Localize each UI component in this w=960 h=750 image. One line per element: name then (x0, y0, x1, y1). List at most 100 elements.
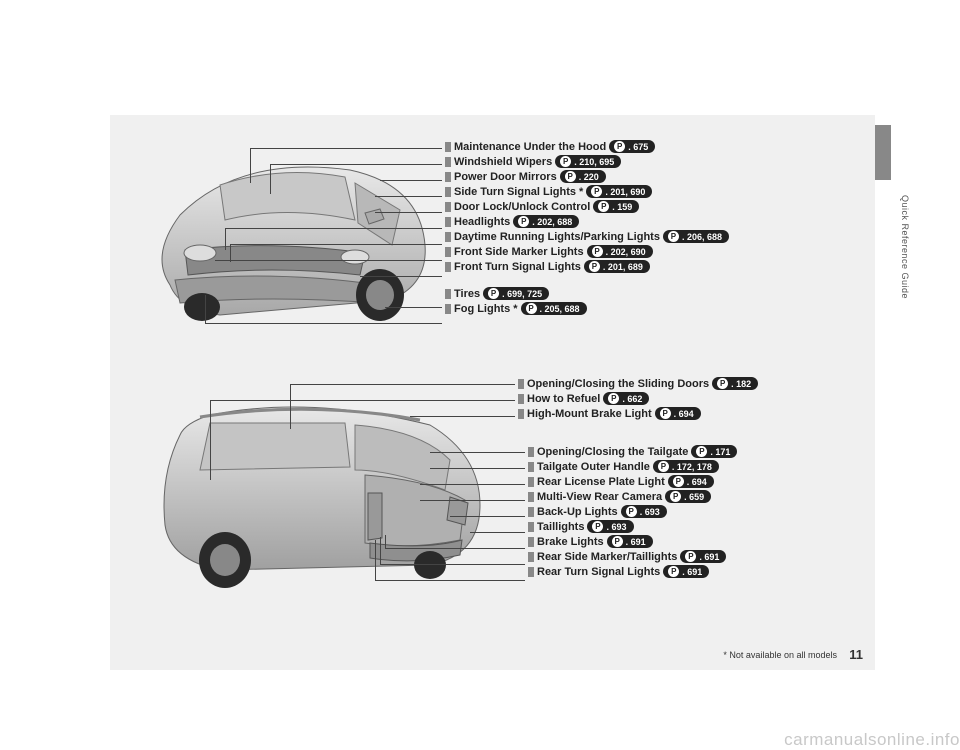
page-ref-number: . 201, 689 (603, 262, 643, 272)
page-ref-pill[interactable]: P. 691 (663, 565, 709, 578)
bullet-icon (528, 552, 534, 562)
callout-label: How to Refuel (527, 393, 600, 405)
page-icon: P (658, 461, 669, 472)
page-ref-pill[interactable]: P. 206, 688 (663, 230, 729, 243)
page-ref-number: . 662 (622, 394, 642, 404)
callout-row: Back-Up LightsP. 693 (528, 505, 737, 518)
asterisk-icon: * (513, 303, 517, 315)
bullet-icon (528, 507, 534, 517)
rear-callout-list-2: Opening/Closing the TailgateP. 171Tailga… (528, 445, 737, 580)
page-icon: P (612, 536, 623, 547)
callout-row: TiresP. 699, 725 (445, 287, 729, 300)
callout-row: How to RefuelP. 662 (518, 392, 758, 405)
callout-label: Opening/Closing the Sliding Doors (527, 378, 709, 390)
page-ref-number: . 210, 695 (574, 157, 614, 167)
callout-label: Headlights (454, 216, 510, 228)
bullet-icon (445, 289, 451, 299)
callout-label: Back-Up Lights (537, 506, 618, 518)
bullet-icon (445, 262, 451, 272)
page-ref-pill[interactable]: P. 202, 688 (513, 215, 579, 228)
page-ref-pill[interactable]: P. 693 (621, 505, 667, 518)
page-icon: P (696, 446, 707, 457)
section-tab (875, 125, 891, 180)
page-ref-number: . 659 (684, 492, 704, 502)
front-callout-list: Maintenance Under the HoodP. 675Windshie… (445, 140, 729, 317)
bullet-icon (528, 447, 534, 457)
page-ref-pill[interactable]: P. 220 (560, 170, 606, 183)
page-ref-pill[interactable]: P. 693 (587, 520, 633, 533)
page-ref-pill[interactable]: P. 691 (607, 535, 653, 548)
callout-label: Taillights (537, 521, 584, 533)
page-ref-pill[interactable]: P. 691 (680, 550, 726, 563)
callout-row: Rear License Plate LightP. 694 (528, 475, 737, 488)
page-ref-pill[interactable]: P. 699, 725 (483, 287, 549, 300)
page-ref-number: . 699, 725 (502, 289, 542, 299)
callout-row: Door Lock/Unlock ControlP. 159 (445, 200, 729, 213)
page-icon: P (488, 288, 499, 299)
page-icon: P (592, 246, 603, 257)
bullet-icon (445, 157, 451, 167)
page-ref-pill[interactable]: P. 659 (665, 490, 711, 503)
vehicle-front-illustration (130, 135, 440, 345)
page-ref-pill[interactable]: P. 201, 689 (584, 260, 650, 273)
page-icon: P (614, 141, 625, 152)
page-ref-pill[interactable]: P. 205, 688 (521, 302, 587, 315)
car-front-svg (130, 135, 440, 345)
bullet-icon (518, 379, 524, 389)
bullet-icon (528, 477, 534, 487)
callout-label: Door Lock/Unlock Control (454, 201, 590, 213)
callout-row: Tailgate Outer HandleP. 172, 178 (528, 460, 737, 473)
page-ref-pill[interactable]: P. 201, 690 (586, 185, 652, 198)
side-section-label: Quick Reference Guide (896, 195, 910, 299)
callout-label: Front Turn Signal Lights (454, 261, 581, 273)
page-ref-pill[interactable]: P. 675 (609, 140, 655, 153)
manual-page: Quick Reference Guide (110, 115, 875, 670)
callout-label: Brake Lights (537, 536, 604, 548)
page-icon: P (673, 476, 684, 487)
car-rear-svg (130, 375, 500, 605)
bullet-icon (445, 217, 451, 227)
page-ref-number: . 691 (682, 567, 702, 577)
callout-row: Side Turn Signal Lights*P. 201, 690 (445, 185, 729, 198)
bullet-icon (528, 492, 534, 502)
page-ref-number: . 205, 688 (540, 304, 580, 314)
callout-label: Rear Side Marker/Taillights (537, 551, 677, 563)
callout-label: Rear License Plate Light (537, 476, 665, 488)
callout-label: Rear Turn Signal Lights (537, 566, 660, 578)
page-ref-pill[interactable]: P. 694 (655, 407, 701, 420)
page-icon: P (608, 393, 619, 404)
callout-row: Opening/Closing the Sliding DoorsP. 182 (518, 377, 758, 390)
page-icon: P (668, 231, 679, 242)
page-ref-pill[interactable]: P. 694 (668, 475, 714, 488)
page-ref-pill[interactable]: P. 171 (691, 445, 737, 458)
callout-label: High-Mount Brake Light (527, 408, 652, 420)
page-ref-number: . 691 (626, 537, 646, 547)
bullet-icon (518, 409, 524, 419)
page-ref-number: . 171 (710, 447, 730, 457)
page-ref-number: . 691 (699, 552, 719, 562)
page-ref-pill[interactable]: P. 210, 695 (555, 155, 621, 168)
callout-label: Front Side Marker Lights (454, 246, 584, 258)
page-icon: P (565, 171, 576, 182)
page-icon: P (598, 201, 609, 212)
page-ref-pill[interactable]: P. 182 (712, 377, 758, 390)
page-ref-pill[interactable]: P. 202, 690 (587, 245, 653, 258)
vehicle-rear-illustration (130, 375, 500, 605)
bullet-icon (528, 522, 534, 532)
bullet-icon (528, 537, 534, 547)
callout-label: Fog Lights (454, 303, 510, 315)
bullet-icon (518, 394, 524, 404)
page-ref-pill[interactable]: P. 172, 178 (653, 460, 719, 473)
page-ref-number: . 202, 688 (532, 217, 572, 227)
bullet-icon (445, 142, 451, 152)
asterisk-icon: * (579, 186, 583, 198)
page-ref-pill[interactable]: P. 159 (593, 200, 639, 213)
page-ref-number: . 220 (579, 172, 599, 182)
callout-row: Rear Turn Signal LightsP. 691 (528, 565, 737, 578)
page-icon: P (626, 506, 637, 517)
bullet-icon (445, 187, 451, 197)
page-icon: P (670, 491, 681, 502)
page-ref-pill[interactable]: P. 662 (603, 392, 649, 405)
page-ref-number: . 675 (628, 142, 648, 152)
bullet-icon (445, 172, 451, 182)
